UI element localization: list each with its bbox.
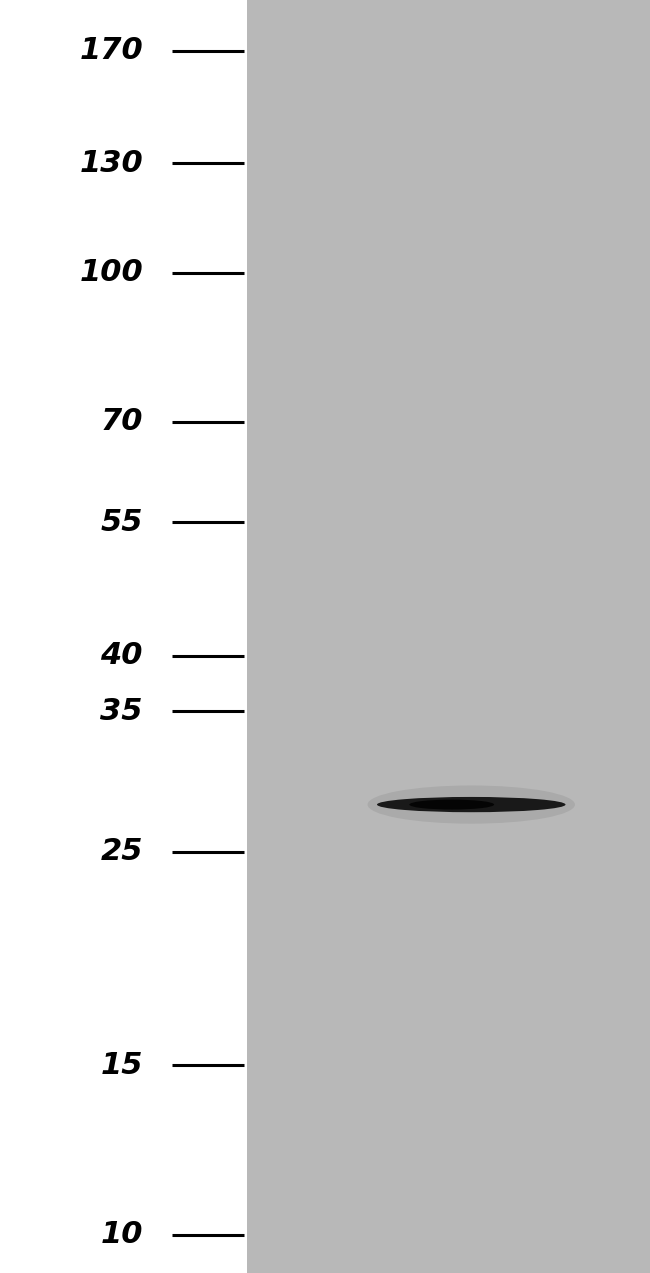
Text: 170: 170 xyxy=(79,37,143,65)
Ellipse shape xyxy=(368,785,575,824)
Text: 15: 15 xyxy=(101,1051,143,1080)
Ellipse shape xyxy=(377,797,566,812)
Bar xyxy=(247,0,650,1273)
Text: 130: 130 xyxy=(79,149,143,177)
Text: 70: 70 xyxy=(101,407,143,437)
Text: 25: 25 xyxy=(101,838,143,867)
Text: 35: 35 xyxy=(101,696,143,726)
Text: 55: 55 xyxy=(101,508,143,537)
Bar xyxy=(0,0,247,1273)
Text: 10: 10 xyxy=(101,1221,143,1249)
Text: 100: 100 xyxy=(79,258,143,288)
Text: 40: 40 xyxy=(101,642,143,670)
Ellipse shape xyxy=(410,799,494,810)
